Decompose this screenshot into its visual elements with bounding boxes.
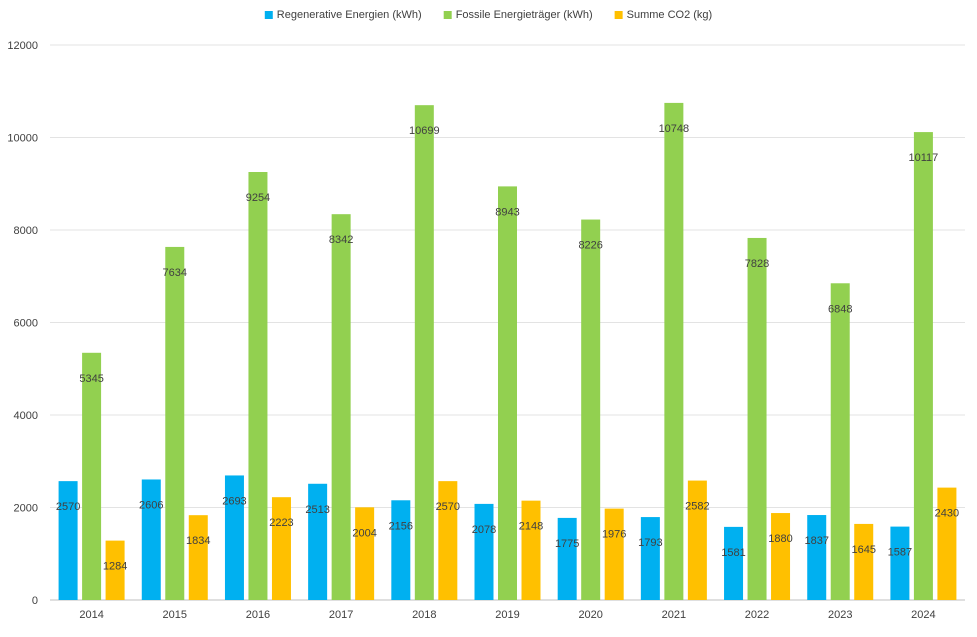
data-label: 9254 bbox=[246, 192, 270, 204]
data-label: 7634 bbox=[163, 267, 187, 279]
x-tick-label: 2016 bbox=[246, 609, 270, 621]
data-label: 2430 bbox=[935, 508, 959, 520]
x-tick-label: 2018 bbox=[412, 609, 436, 621]
bar bbox=[58, 481, 78, 600]
data-label: 2606 bbox=[139, 499, 163, 511]
y-tick-label: 12000 bbox=[7, 40, 38, 52]
x-tick-label: 2022 bbox=[745, 609, 769, 621]
bar bbox=[913, 132, 933, 600]
bar bbox=[771, 513, 791, 600]
data-label: 2570 bbox=[436, 501, 460, 513]
data-label: 2570 bbox=[56, 501, 80, 513]
data-label: 2156 bbox=[389, 520, 413, 532]
bar bbox=[807, 515, 827, 600]
x-tick-label: 2019 bbox=[495, 609, 519, 621]
bar bbox=[724, 526, 744, 600]
data-label: 10117 bbox=[909, 152, 939, 164]
data-label: 7828 bbox=[745, 258, 769, 270]
data-label: 1880 bbox=[768, 533, 792, 545]
bar bbox=[355, 507, 375, 600]
bars bbox=[58, 102, 957, 601]
data-label: 1837 bbox=[804, 535, 828, 547]
bar bbox=[747, 237, 767, 600]
y-tick-label: 8000 bbox=[14, 225, 38, 237]
y-tick-label: 2000 bbox=[14, 503, 38, 515]
data-label: 5345 bbox=[79, 373, 103, 385]
data-label: 10748 bbox=[659, 123, 690, 135]
y-tick-label: 4000 bbox=[14, 410, 38, 422]
data-label: 2223 bbox=[269, 517, 293, 529]
bar bbox=[331, 214, 351, 600]
data-label: 2078 bbox=[472, 524, 496, 536]
data-label: 2004 bbox=[352, 527, 376, 539]
y-axis-ticks: 0 2000 4000 6000 8000 10000 12000 bbox=[7, 40, 38, 607]
data-labels: 2570 5345 1284 2606 7634 1834 2693 9254 2223 2513… bbox=[56, 123, 959, 573]
bar bbox=[521, 500, 541, 600]
bar bbox=[581, 219, 601, 601]
bar bbox=[414, 105, 434, 600]
y-tick-label: 10000 bbox=[7, 133, 38, 145]
bar bbox=[854, 523, 874, 600]
data-label: 8342 bbox=[329, 234, 353, 246]
legend-swatch bbox=[443, 11, 452, 19]
data-label: 10699 bbox=[409, 125, 440, 137]
x-tick-label: 2024 bbox=[911, 609, 935, 621]
data-label: 8943 bbox=[495, 206, 519, 218]
bar bbox=[188, 515, 208, 600]
data-label: 1775 bbox=[555, 538, 579, 550]
bar bbox=[557, 517, 577, 600]
x-tick-label: 2015 bbox=[163, 609, 187, 621]
bar bbox=[82, 352, 102, 600]
bar bbox=[248, 172, 268, 600]
legend-swatch bbox=[264, 11, 273, 19]
x-tick-label: 2020 bbox=[578, 609, 602, 621]
data-label: 2693 bbox=[222, 495, 246, 507]
x-tick-label: 2014 bbox=[79, 609, 103, 621]
bar bbox=[664, 102, 684, 600]
y-tick-label: 6000 bbox=[14, 318, 38, 330]
bar bbox=[224, 475, 244, 600]
legend-entry: Fossile Energieträger (kWh) bbox=[456, 9, 593, 21]
bar bbox=[498, 186, 517, 601]
legend-entry: Regenerative Energien (kWh) bbox=[277, 9, 422, 21]
x-tick-label: 2023 bbox=[828, 609, 852, 621]
data-label: 8226 bbox=[578, 240, 602, 252]
data-label: 2513 bbox=[305, 504, 329, 516]
data-label: 1793 bbox=[638, 537, 662, 549]
bar bbox=[890, 526, 910, 600]
bar bbox=[474, 503, 494, 600]
bar bbox=[141, 479, 161, 600]
x-axis-ticks: 2014 2015 2016 2017 2018 2019 2020 2021 2022 2023… bbox=[79, 609, 935, 621]
bar bbox=[604, 508, 624, 600]
legend-entry: Summe CO2 (kg) bbox=[627, 9, 713, 21]
bar bbox=[271, 497, 291, 600]
bar bbox=[937, 487, 957, 600]
data-label: 1834 bbox=[186, 535, 210, 547]
bar bbox=[640, 517, 660, 600]
data-label: 1587 bbox=[888, 547, 912, 559]
x-tick-label: 2021 bbox=[662, 609, 686, 621]
data-label: 1976 bbox=[602, 529, 626, 541]
y-tick-label: 0 bbox=[32, 595, 38, 607]
legend-swatch bbox=[614, 11, 623, 19]
bar bbox=[165, 246, 185, 601]
bar bbox=[687, 480, 707, 600]
x-tick-label: 2017 bbox=[329, 609, 353, 621]
bar bbox=[391, 500, 411, 600]
data-label: 1645 bbox=[851, 544, 875, 556]
data-label: 2582 bbox=[685, 501, 709, 513]
bar bbox=[308, 483, 328, 600]
bar bbox=[438, 481, 458, 600]
data-label: 1284 bbox=[103, 561, 127, 573]
data-label: 1581 bbox=[721, 547, 745, 559]
bar bbox=[830, 283, 850, 600]
data-label: 6848 bbox=[828, 303, 852, 315]
bar bbox=[105, 540, 125, 600]
legend: Regenerative Energien (kWh) Fossile Energ… bbox=[264, 9, 713, 21]
data-label: 2148 bbox=[519, 521, 543, 533]
